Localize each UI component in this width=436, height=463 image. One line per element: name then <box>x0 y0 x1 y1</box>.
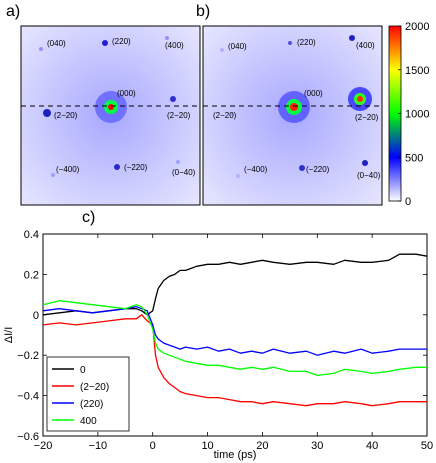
spot-0m40-b <box>362 160 368 166</box>
y-tick-label: −0.2 <box>17 350 39 362</box>
spot-m400-b <box>236 174 240 178</box>
label-220-a: (220) <box>112 37 131 46</box>
label-m220-b: (−220) <box>306 165 330 174</box>
x-axis-ticks: −20 −10 0 10 20 30 40 50 <box>34 234 433 452</box>
x-tick-label: 10 <box>201 440 213 452</box>
spot-220-b <box>288 41 292 45</box>
y-axis-label: ΔI/I <box>3 327 15 344</box>
legend-label: (2−20) <box>80 382 109 393</box>
label-m220-a: (−220) <box>124 163 148 172</box>
panel-a-spots <box>39 36 180 177</box>
spot-400-b <box>349 35 355 41</box>
label-m400-b: (−400) <box>244 165 268 174</box>
x-tick-label: 50 <box>421 440 433 452</box>
legend: 0 (2−20) (220) 400 <box>46 356 130 432</box>
spot-0m40-a <box>176 160 180 164</box>
panel-b-letter: b) <box>196 3 210 20</box>
colorbar-ticks: 0 500 1000 1500 2000 <box>398 21 429 208</box>
label-400-b: (400) <box>356 41 375 50</box>
label-220-b: (220) <box>297 38 316 47</box>
series-line-0 <box>42 253 428 316</box>
line-chart: −20 −10 0 10 20 30 40 50 −0.6 −0.4 −0.2 0 0.2 0.4 ti… <box>3 229 433 461</box>
label-040-a: (040) <box>47 39 66 48</box>
y-tick-label: −0.4 <box>17 391 39 403</box>
series-line-1 <box>42 314 427 407</box>
colorbar-tick-label: 2000 <box>405 21 429 33</box>
series-line-3 <box>42 300 427 377</box>
x-tick-label: 30 <box>311 440 323 452</box>
label-000-b: (000) <box>304 89 323 98</box>
y-tick-label: −0.6 <box>17 431 39 443</box>
label-400-a: (400) <box>165 41 184 50</box>
spot-m220-a <box>114 164 120 170</box>
label-0m40-b: (0−40) <box>357 171 381 180</box>
colorbar: 0 500 1000 1500 2000 <box>388 21 429 208</box>
series-lines <box>42 253 428 407</box>
x-tick-label: 40 <box>366 440 378 452</box>
x-tick-label: −20 <box>34 440 53 452</box>
series-line-2 <box>42 306 427 356</box>
label-2m20-left-b: (2−20) <box>213 111 237 120</box>
legend-label: 400 <box>80 416 97 427</box>
panel-b-diffraction-pattern: (040) (220) (400) (000) (2−20) (2−20) (−… <box>202 25 383 206</box>
label-m400-a: (−400) <box>56 165 80 174</box>
label-2m20-right-a: (2−20) <box>167 111 191 120</box>
panel-a-spot-labels: (040) (220) (400) (000) (2−20) (2−20) (−… <box>47 37 196 177</box>
spot-220-a <box>102 40 108 46</box>
label-0m40-a: (0−40) <box>172 168 196 177</box>
label-040-b: (040) <box>228 42 247 51</box>
spot-400-a <box>165 36 169 40</box>
panel-b-spots <box>220 35 372 178</box>
spot-2m20-left-b <box>230 112 234 116</box>
panel-c-letter: c) <box>82 209 95 226</box>
panel-a-diffraction-pattern: (040) (220) (400) (000) (2−20) (2−20) (−… <box>20 25 201 206</box>
x-axis-label: time (ps) <box>214 449 257 461</box>
panel-a-letter: a) <box>6 3 20 20</box>
colorbar-tick-label: 1500 <box>405 65 429 77</box>
y-tick-label: 0 <box>33 310 39 322</box>
x-tick-label: 20 <box>256 440 268 452</box>
spot-040-a <box>39 47 43 51</box>
colorbar-tick-label: 1000 <box>405 109 429 121</box>
spot-2m20-right-b-center <box>357 96 363 102</box>
y-tick-label: 0.2 <box>24 269 39 281</box>
legend-label: (220) <box>80 399 103 410</box>
spot-2m20-right-a <box>170 96 176 102</box>
spot-2m20-left-a <box>43 109 51 117</box>
spot-000-b-center <box>290 103 298 111</box>
spot-040-b <box>220 48 224 52</box>
x-tick-label: 0 <box>150 440 156 452</box>
y-axis-ticks: −0.6 −0.4 −0.2 0 0.2 0.4 <box>17 229 427 443</box>
x-tick-label: −10 <box>89 440 108 452</box>
label-2m20-right-b: (2−20) <box>355 113 379 122</box>
colorbar-tick-label: 0 <box>405 196 411 208</box>
label-2m20-left-a: (2−20) <box>54 111 78 120</box>
legend-label: 0 <box>80 365 86 376</box>
panel-b-spot-labels: (040) (220) (400) (000) (2−20) (2−20) (−… <box>213 38 381 180</box>
spot-m220-b <box>299 165 305 171</box>
colorbar-tick-label: 500 <box>405 152 423 164</box>
y-tick-label: 0.4 <box>24 229 39 241</box>
spot-m400-a <box>51 173 55 177</box>
label-000-a: (000) <box>117 89 136 98</box>
spot-000-a-center <box>108 104 114 110</box>
